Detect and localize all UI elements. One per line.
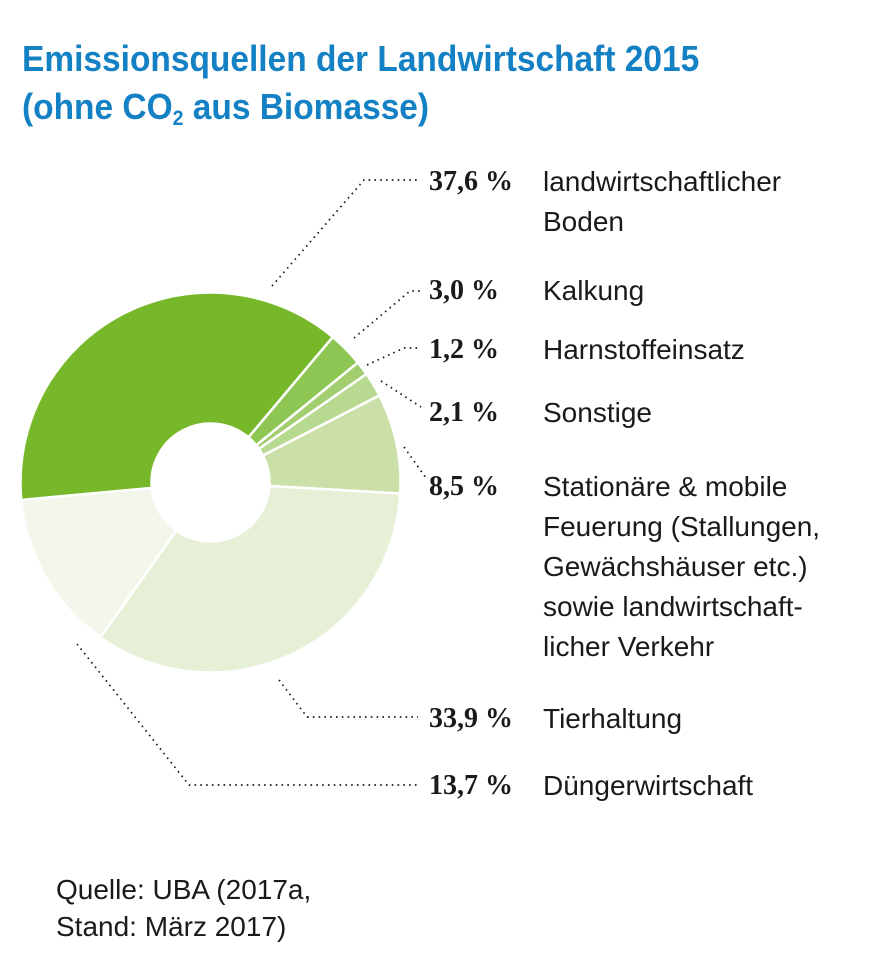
percent-value-5: 33,9 % <box>429 703 513 734</box>
page-title-line2: (ohne CO2 aus Biomasse) <box>22 86 430 131</box>
co2-subscript: 2 <box>172 107 184 131</box>
slice-label-6: Düngerwirtschaft <box>543 770 754 801</box>
source-note: Quelle: UBA (2017a, Stand: März 2017) <box>56 874 312 942</box>
percent-value-3: 2,1 % <box>429 397 499 428</box>
chart-slice-6 <box>19 486 179 640</box>
percent-value-0: 37,6 % <box>429 166 513 197</box>
percent-value-6: 13,7 % <box>429 770 513 801</box>
leader-line-1 <box>353 290 420 339</box>
slice-label-3: Sonstige <box>543 397 652 428</box>
slice-label-4: Stationäre & mobile Feuerung (Stallungen… <box>543 471 821 662</box>
page-title-line1: Emissionsquellen der Landwirtschaft 2015 <box>22 38 700 80</box>
leader-line-3 <box>380 380 422 408</box>
leader-line-5 <box>278 679 418 718</box>
slice-label-1: Kalkung <box>543 275 645 306</box>
leader-line-6 <box>76 643 418 786</box>
slice-label-0: landwirtschaftlicher Boden <box>543 166 782 237</box>
percent-value-4: 8,5 % <box>429 471 499 502</box>
percent-value-1: 3,0 % <box>429 275 499 306</box>
percent-value-2: 1,2 % <box>429 334 499 365</box>
slice-label-5: Tierhaltung <box>543 703 683 734</box>
leader-line-4 <box>403 446 427 479</box>
chart-slice-0 <box>19 291 335 502</box>
page-title: Emissionsquellen der Landwirtschaft 2015… <box>22 35 699 137</box>
slice-label-2: Harnstoffeinsatz <box>543 334 745 365</box>
leader-line-0 <box>271 179 419 287</box>
leader-line-2 <box>366 347 419 366</box>
